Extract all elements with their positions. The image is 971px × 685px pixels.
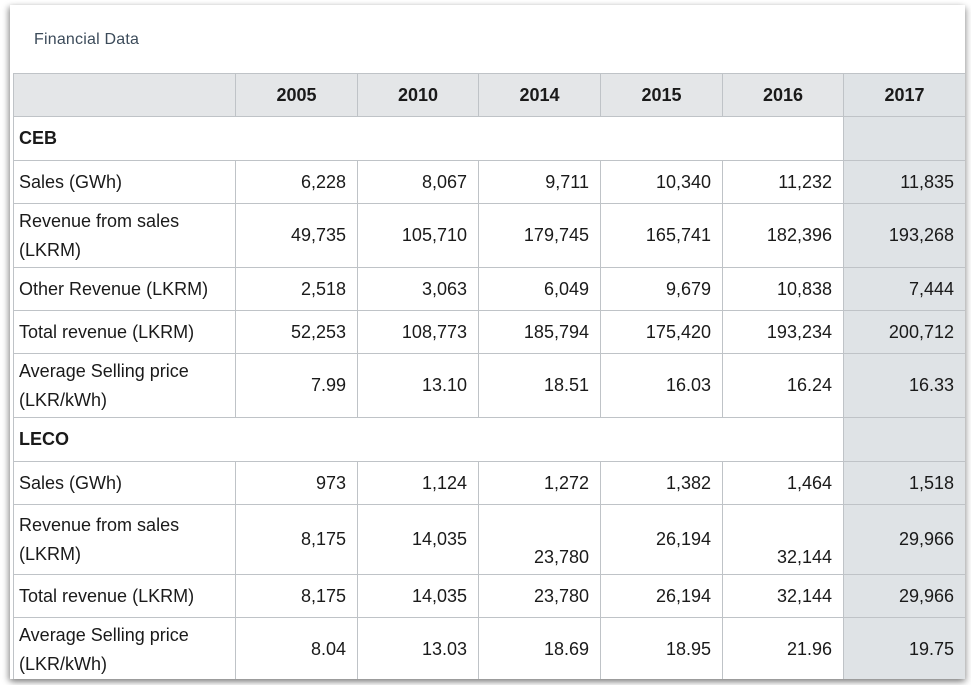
table-cell: 8,067: [357, 160, 479, 204]
financial-data-card: Financial Data 2005 2010 2014 2015 2016 …: [10, 5, 965, 679]
section-row-leco: LECO: [13, 417, 965, 462]
table-cell: 52,253: [235, 310, 358, 354]
table-cell: 3,063: [357, 267, 479, 311]
table-cell: 8.04: [235, 617, 358, 679]
table-cell: 1,124: [357, 461, 479, 505]
table-cell: 193,234: [722, 310, 844, 354]
table-cell: 29,966: [843, 574, 965, 618]
table-cell: 182,396: [722, 203, 844, 268]
table-cell: 16.33: [843, 353, 965, 418]
year-header: 2015: [600, 73, 723, 117]
year-header: 2016: [722, 73, 844, 117]
table-cell: 7,444: [843, 267, 965, 311]
table-row: Revenue from sales (LKRM) 49,735 105,710…: [13, 203, 965, 268]
row-label: Sales (GWh): [13, 160, 236, 204]
table-cell: 19.75: [843, 617, 965, 679]
section-blank-cell: [843, 116, 965, 161]
table-cell: 105,710: [357, 203, 479, 268]
section-label: LECO: [13, 417, 844, 462]
table-cell: 1,464: [722, 461, 844, 505]
table-cell: 10,340: [600, 160, 723, 204]
table-cell: 49,735: [235, 203, 358, 268]
header-row: 2005 2010 2014 2015 2016 2017: [13, 73, 965, 117]
table-cell: 179,745: [478, 203, 601, 268]
table-cell: 11,835: [843, 160, 965, 204]
table-row: Sales (GWh) 973 1,124 1,272 1,382 1,464 …: [13, 461, 965, 505]
year-header: 2014: [478, 73, 601, 117]
year-header: 2005: [235, 73, 358, 117]
table-cell: 185,794: [478, 310, 601, 354]
table-cell: 8,175: [235, 504, 358, 575]
table-cell: 6,228: [235, 160, 358, 204]
row-label: Average Selling price (LKR/kWh): [13, 617, 236, 679]
table-row: Total revenue (LKRM) 8,175 14,035 23,780…: [13, 574, 965, 618]
table-cell: 1,382: [600, 461, 723, 505]
row-label: Revenue from sales (LKRM): [13, 504, 236, 575]
table-cell: 14,035: [357, 574, 479, 618]
table-cell: 18.95: [600, 617, 723, 679]
table-cell: 13.03: [357, 617, 479, 679]
table-cell: 973: [235, 461, 358, 505]
table-cell: 32,144: [722, 574, 844, 618]
table-cell: 21.96: [722, 617, 844, 679]
table-row: Revenue from sales (LKRM) 8,175 14,035 2…: [13, 504, 965, 575]
table-cell: 200,712: [843, 310, 965, 354]
table-row: Sales (GWh) 6,228 8,067 9,711 10,340 11,…: [13, 160, 965, 204]
row-label: Average Selling price (LKR/kWh): [13, 353, 236, 418]
table-cell: 7.99: [235, 353, 358, 418]
section-blank-cell: [843, 417, 965, 462]
table-cell: 14,035: [357, 504, 479, 575]
table-cell: 18.51: [478, 353, 601, 418]
card-title: Financial Data: [34, 31, 140, 48]
year-header: 2010: [357, 73, 479, 117]
financial-table: 2005 2010 2014 2015 2016 2017 CEB Sales …: [13, 73, 965, 679]
table-cell: 175,420: [600, 310, 723, 354]
table-row: Average Selling price (LKR/kWh) 7.99 13.…: [13, 353, 965, 418]
table-cell: 26,194: [600, 574, 723, 618]
table-cell: 29,966: [843, 504, 965, 575]
row-label: Other Revenue (LKRM): [13, 267, 236, 311]
table-cell: 108,773: [357, 310, 479, 354]
section-label: CEB: [13, 116, 844, 161]
row-label: Total revenue (LKRM): [13, 574, 236, 618]
header-corner: [13, 73, 236, 117]
table-cell: 23,780: [478, 574, 601, 618]
table-cell: 9,679: [600, 267, 723, 311]
table-row: Other Revenue (LKRM) 2,518 3,063 6,049 9…: [13, 267, 965, 311]
table-cell: 32,144: [722, 504, 844, 575]
row-label: Sales (GWh): [13, 461, 236, 505]
table-cell: 13.10: [357, 353, 479, 418]
table-cell: 16.03: [600, 353, 723, 418]
row-label: Revenue from sales (LKRM): [13, 203, 236, 268]
editing-cell[interactable]: 10,838: [722, 267, 844, 311]
table-cell: 1,518: [843, 461, 965, 505]
table-cell: 2,518: [235, 267, 358, 311]
table-cell: 16.24: [722, 353, 844, 418]
table-cell: 1,272: [478, 461, 601, 505]
section-row-ceb: CEB: [13, 116, 965, 161]
table-cell: 165,741: [600, 203, 723, 268]
year-header: 2017: [843, 73, 965, 117]
table-cell: 23,780: [478, 504, 601, 575]
table-cell: 8,175: [235, 574, 358, 618]
table-cell: 9,711: [478, 160, 601, 204]
table-cell: 18.69: [478, 617, 601, 679]
table-row: Total revenue (LKRM) 52,253 108,773 185,…: [13, 310, 965, 354]
table-row: Average Selling price (LKR/kWh) 8.04 13.…: [13, 617, 965, 679]
table-cell: 193,268: [843, 203, 965, 268]
table-cell: 26,194: [600, 504, 723, 575]
row-label: Total revenue (LKRM): [13, 310, 236, 354]
table-cell: 6,049: [478, 267, 601, 311]
table-cell: 11,232: [722, 160, 844, 204]
